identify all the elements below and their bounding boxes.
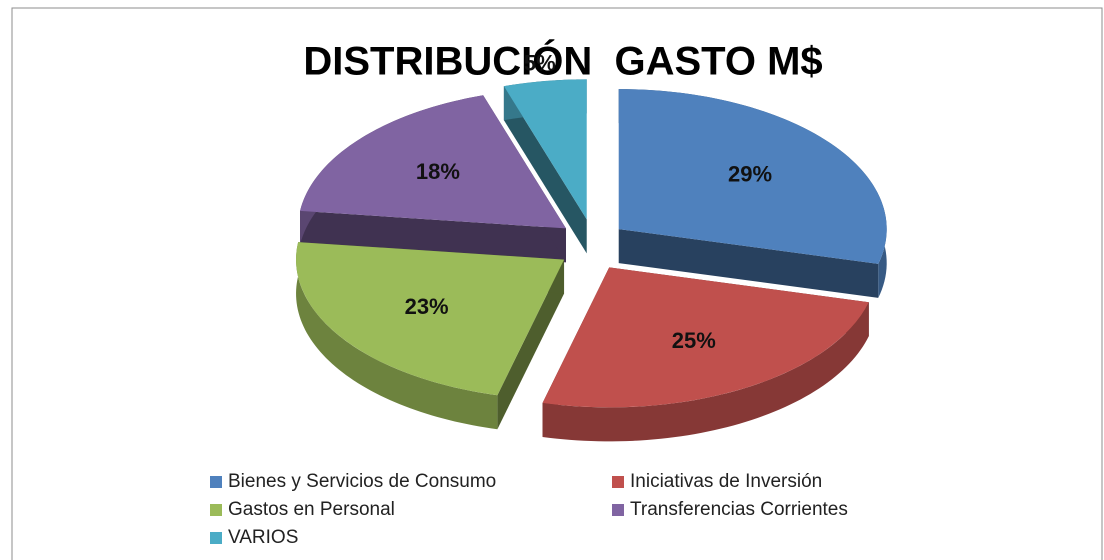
legend-label: Bienes y Servicios de Consumo — [228, 471, 496, 492]
slice — [300, 95, 566, 229]
slice-wall — [542, 302, 869, 442]
legend-swatch — [612, 476, 624, 488]
slice — [503, 79, 587, 220]
slice-side — [618, 229, 879, 298]
data-label: 5% — [524, 50, 556, 75]
slice — [618, 89, 887, 264]
data-label: 18% — [416, 159, 460, 184]
legend-swatch — [612, 504, 624, 516]
slice-side — [300, 210, 566, 263]
slice — [542, 267, 869, 408]
legend-swatch — [210, 476, 222, 488]
slice-side — [497, 259, 565, 430]
legend-swatch — [210, 532, 222, 544]
data-label: 29% — [728, 162, 772, 187]
slice-wall — [296, 242, 498, 430]
slice — [296, 242, 565, 396]
legend-swatch — [210, 504, 222, 516]
chart-title: DISTRIBUCIÓN GASTO M$ — [303, 38, 822, 84]
legend-label: Gastos en Personal — [228, 499, 395, 520]
legend-label: Iniciativas de Inversión — [630, 471, 822, 492]
legend-label: Transferencias Corrientes — [630, 499, 848, 520]
data-label: 25% — [672, 328, 716, 353]
legend-label: VARIOS — [228, 527, 298, 548]
data-label: 23% — [405, 294, 449, 319]
slice-side — [503, 86, 587, 254]
